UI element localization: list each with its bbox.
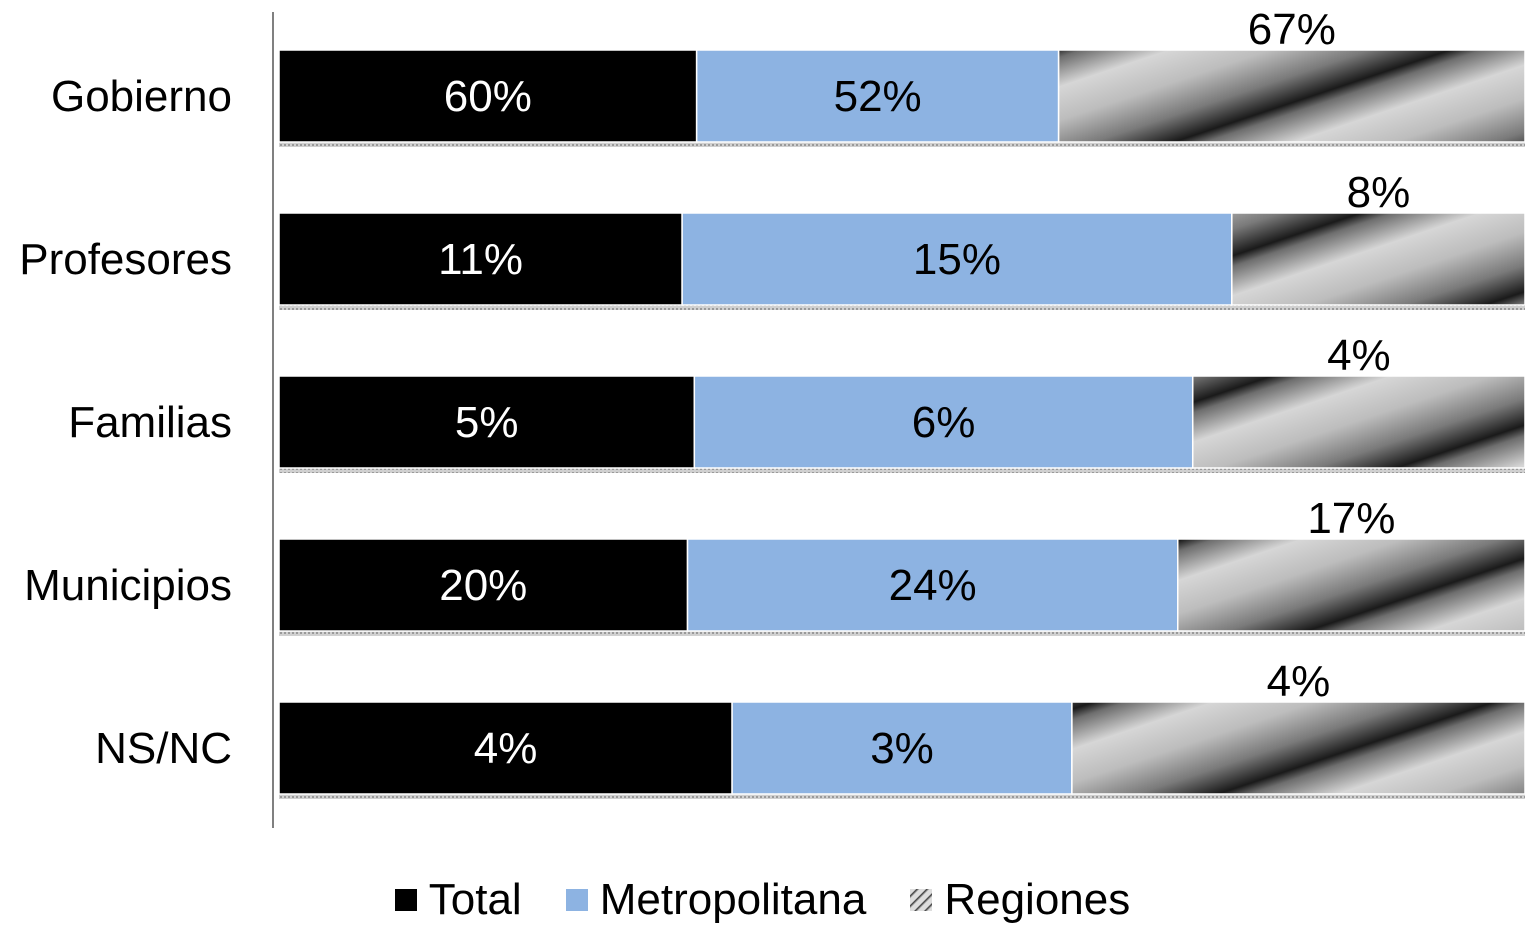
legend-swatch xyxy=(394,889,417,911)
bar-regiones xyxy=(1177,538,1525,632)
data-label-metropolitana: 52% xyxy=(834,72,922,121)
legend-item-total: Total xyxy=(394,875,522,924)
data-label-total: 11% xyxy=(438,235,523,284)
bar-total xyxy=(278,701,733,795)
data-label-metropolitana: 3% xyxy=(870,724,934,773)
bar-metropolitana xyxy=(681,212,1233,306)
category-label: NS/NC xyxy=(95,724,232,773)
data-label-total: 4% xyxy=(474,724,538,773)
bar-total xyxy=(278,49,698,143)
data-label-regiones: 4% xyxy=(1327,331,1391,380)
data-label-regiones: 4% xyxy=(1267,657,1331,706)
bar-shadow xyxy=(279,794,1525,799)
bar-regiones xyxy=(1191,375,1525,469)
legend-item-metropolitana: Metropolitana xyxy=(565,875,867,924)
legend-label: Total xyxy=(428,875,522,924)
bar-regiones xyxy=(1057,49,1525,143)
bar-regiones xyxy=(1231,212,1525,306)
bar-metropolitana xyxy=(695,49,1060,143)
legend-item-regiones: Regiones xyxy=(910,878,1130,922)
chart-legend: Total Metropolitana Regiones xyxy=(0,872,1525,928)
bar-metropolitana xyxy=(693,375,1194,469)
stacked-bar-chart: 60% 52% 67% 11% 15% 8% 5% 6% 4% 20% 24% 17% 4% 3% 4% G… xyxy=(19,5,1525,828)
data-label-regiones: 67% xyxy=(1248,5,1336,54)
bar-shadow xyxy=(279,305,1525,310)
legend-label: Metropolitana xyxy=(599,875,867,924)
data-label-total: 20% xyxy=(439,561,527,610)
category-label: Municipios xyxy=(24,561,232,610)
category-label: Gobierno xyxy=(51,72,232,121)
data-label-total: 5% xyxy=(455,398,519,447)
bar-metropolitana xyxy=(731,701,1073,795)
data-label-metropolitana: 15% xyxy=(913,235,1001,284)
legend-label: Regiones xyxy=(944,875,1131,924)
category-label: Profesores xyxy=(19,235,232,284)
data-label-total: 60% xyxy=(444,72,532,121)
legend-swatch xyxy=(910,889,933,911)
data-label-regiones: 8% xyxy=(1347,168,1411,217)
bar-total xyxy=(278,538,689,632)
bar-metropolitana xyxy=(686,538,1179,632)
data-label-metropolitana: 24% xyxy=(889,561,977,610)
bar-shadow xyxy=(279,142,1525,147)
bar-regiones xyxy=(1071,701,1525,795)
data-label-metropolitana: 6% xyxy=(912,398,976,447)
data-label-regiones: 17% xyxy=(1307,494,1395,543)
legend-swatch xyxy=(565,889,588,911)
bar-shadow xyxy=(279,468,1525,473)
bar-shadow xyxy=(279,631,1525,636)
category-label: Familias xyxy=(68,398,232,447)
